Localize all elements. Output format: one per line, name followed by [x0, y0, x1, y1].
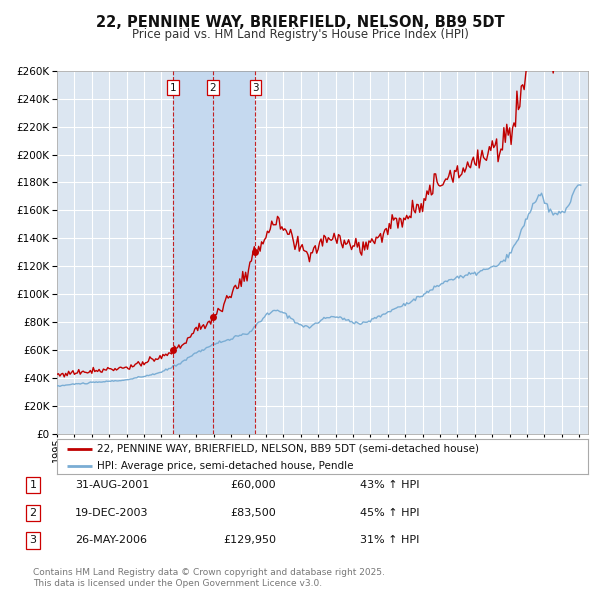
Text: 26-MAY-2006: 26-MAY-2006 [75, 536, 147, 545]
Bar [173, 71, 256, 434]
Text: Price paid vs. HM Land Registry's House Price Index (HPI): Price paid vs. HM Land Registry's House … [131, 28, 469, 41]
Text: £83,500: £83,500 [230, 508, 276, 517]
Text: 1: 1 [29, 480, 37, 490]
Text: 2: 2 [210, 83, 217, 93]
Text: £129,950: £129,950 [223, 536, 276, 545]
Text: Contains HM Land Registry data © Crown copyright and database right 2025.
This d: Contains HM Land Registry data © Crown c… [33, 568, 385, 588]
Text: 31% ↑ HPI: 31% ↑ HPI [360, 536, 419, 545]
Text: HPI: Average price, semi-detached house, Pendle: HPI: Average price, semi-detached house,… [97, 461, 353, 470]
Text: 43% ↑ HPI: 43% ↑ HPI [360, 480, 419, 490]
Text: 1: 1 [170, 83, 176, 93]
Text: 3: 3 [252, 83, 259, 93]
Text: 2: 2 [29, 508, 37, 517]
Text: 45% ↑ HPI: 45% ↑ HPI [360, 508, 419, 517]
Text: 31-AUG-2001: 31-AUG-2001 [75, 480, 149, 490]
Text: £60,000: £60,000 [230, 480, 276, 490]
Text: 19-DEC-2003: 19-DEC-2003 [75, 508, 149, 517]
Text: 22, PENNINE WAY, BRIERFIELD, NELSON, BB9 5DT: 22, PENNINE WAY, BRIERFIELD, NELSON, BB9… [95, 15, 505, 30]
Text: 22, PENNINE WAY, BRIERFIELD, NELSON, BB9 5DT (semi-detached house): 22, PENNINE WAY, BRIERFIELD, NELSON, BB9… [97, 444, 479, 454]
Text: 3: 3 [29, 536, 37, 545]
